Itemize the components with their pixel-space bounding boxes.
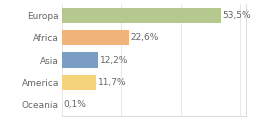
Bar [62,30,129,45]
Text: 11,7%: 11,7% [98,78,127,87]
Text: 12,2%: 12,2% [99,55,128,65]
Text: 0,1%: 0,1% [63,100,86,109]
Bar [62,75,97,90]
Text: 22,6%: 22,6% [130,33,159,42]
Bar [62,52,98,68]
Bar [62,8,221,23]
Text: 53,5%: 53,5% [223,11,251,20]
